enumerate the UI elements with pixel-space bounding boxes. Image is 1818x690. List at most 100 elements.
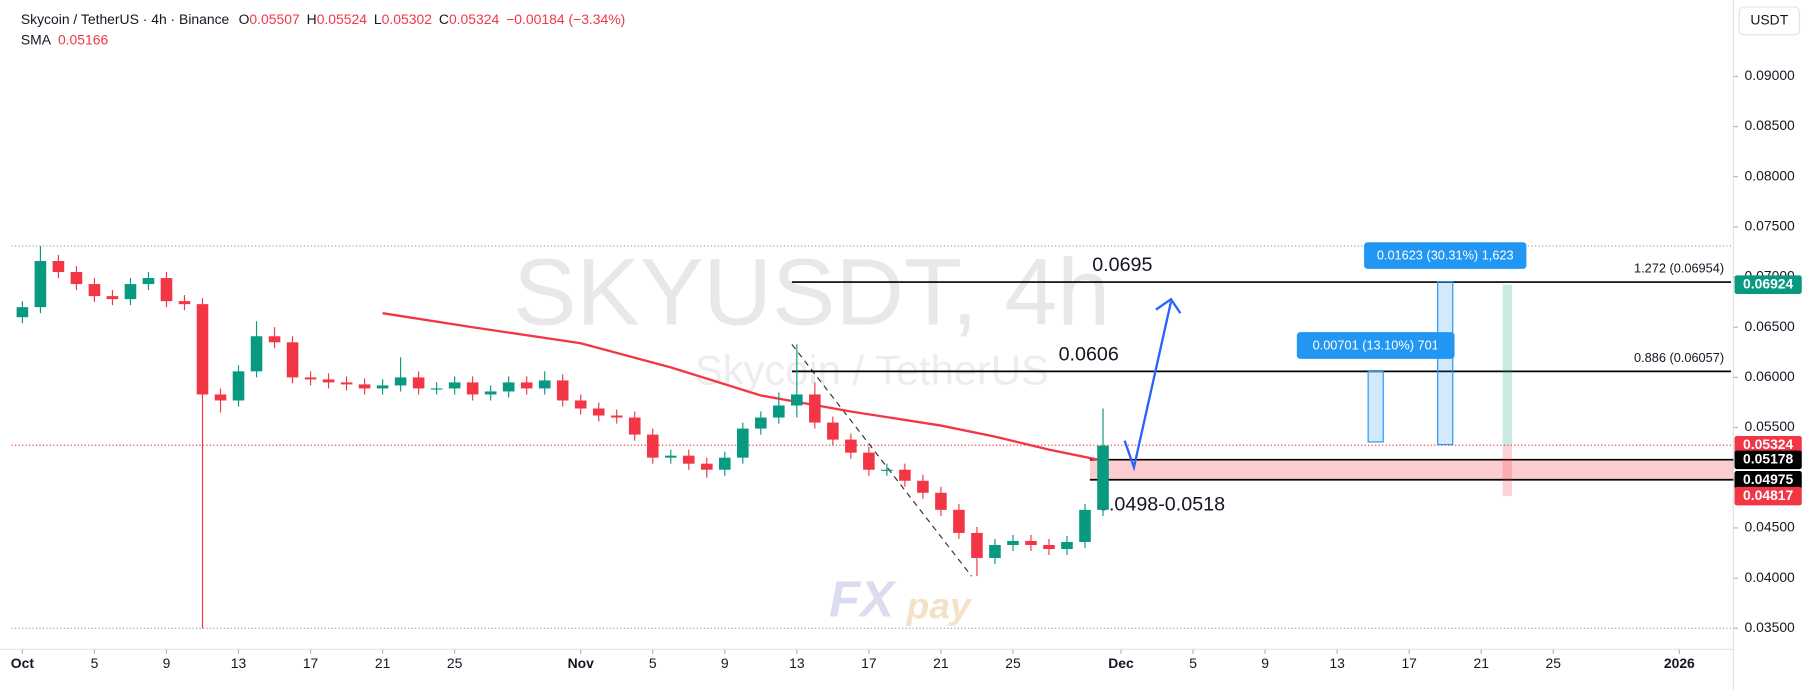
price-tag — [1734, 486, 1802, 506]
level-label: 0.0606 — [1059, 343, 1119, 365]
candle-body — [1079, 509, 1091, 542]
x-tick-label: Oct — [11, 655, 35, 671]
candle-body — [340, 382, 353, 385]
candle-body — [700, 463, 713, 470]
x-tick-label: 25 — [1005, 655, 1021, 671]
plot-layer: 0.035000.040000.045000.050000.055000.060… — [11, 67, 1795, 671]
x-tick-label: 21 — [375, 655, 391, 671]
candle-body — [935, 492, 947, 510]
y-tick-label: 0.05500 — [1745, 418, 1796, 434]
candle-body — [448, 382, 461, 389]
y-tick-label: 0.04500 — [1745, 519, 1796, 535]
level-label: 0.0695 — [1092, 254, 1152, 276]
candle-body — [52, 260, 65, 273]
candle-body — [1007, 540, 1019, 545]
watermark-sub: Skycoin / TetherUS — [695, 346, 1049, 393]
x-tick-label: 9 — [163, 655, 171, 671]
candle-body — [16, 307, 29, 318]
x-tick-label: Nov — [568, 655, 595, 671]
candle-body — [574, 400, 587, 409]
candle-body — [178, 301, 191, 305]
price-tag-label: 0.04817 — [1743, 487, 1794, 503]
measure-bar — [1367, 370, 1384, 443]
h-value: 0.05524 — [317, 10, 368, 26]
candle-body — [628, 417, 641, 435]
candle-body — [484, 391, 497, 395]
position-loss — [1502, 445, 1512, 497]
watermark: SKYUSDT, 4h — [513, 239, 1110, 345]
candle-body — [196, 304, 209, 395]
x-tick-label: 9 — [1261, 655, 1269, 671]
x-tick-label: 5 — [649, 655, 657, 671]
price-tag-label: 0.04975 — [1743, 471, 1794, 487]
x-tick-label: 21 — [933, 655, 949, 671]
candle-body — [70, 272, 83, 285]
candle-body — [556, 380, 569, 401]
candle-body — [863, 452, 875, 470]
price-tag — [1734, 275, 1802, 294]
candle-body — [682, 455, 695, 464]
symbol: Skycoin / TetherUS · 4h · Binance — [21, 10, 230, 26]
price-tag-label: 0.06924 — [1743, 275, 1794, 291]
sma-line: SMA 0.05166 — [21, 31, 109, 47]
sma-value: 0.05166 — [58, 31, 109, 47]
candle-body — [394, 377, 407, 386]
candle-body — [1025, 540, 1037, 545]
y-tick-label: 0.09000 — [1745, 67, 1796, 83]
l-value: 0.05302 — [382, 10, 433, 26]
c-value: 0.05324 — [449, 10, 500, 26]
currency: USDT — [1750, 12, 1788, 28]
candle-body — [430, 388, 443, 390]
l-label: L — [374, 10, 382, 26]
x-tick-label: 25 — [1546, 655, 1562, 671]
price-tag-label: 0.05324 — [1743, 436, 1794, 452]
x-tick-label: 17 — [861, 655, 877, 671]
candle-body — [322, 379, 335, 383]
currency-box[interactable] — [1738, 6, 1801, 36]
y-tick-label: 0.06000 — [1745, 368, 1796, 384]
candle-body — [412, 377, 425, 389]
candle-body — [268, 336, 281, 343]
x-tick-label: 17 — [303, 655, 319, 671]
x-tick-label: Dec — [1108, 655, 1134, 671]
x-tick-label: 9 — [721, 655, 729, 671]
y-tick-label: 0.03500 — [1745, 619, 1796, 635]
candle-body — [538, 380, 551, 389]
fib-label: 0.886 (0.06057) — [1634, 350, 1724, 365]
measure-box — [1364, 242, 1527, 269]
candle-body — [142, 278, 155, 285]
candle-body — [899, 469, 911, 481]
logo-fx: FX — [829, 570, 897, 627]
candle-body — [160, 278, 173, 302]
candle-body — [881, 469, 893, 471]
position-profit — [1502, 284, 1512, 446]
candle-body — [646, 434, 659, 458]
candle-body — [214, 394, 227, 401]
candle-body — [664, 455, 677, 458]
candle-body — [827, 422, 839, 440]
candle-body — [304, 377, 317, 380]
measure-box — [1296, 332, 1455, 359]
candle-body — [1043, 544, 1055, 549]
zone — [1089, 459, 1734, 480]
trend-line — [791, 344, 973, 577]
candle-body — [809, 394, 821, 423]
candle-body — [466, 382, 479, 395]
x-tick-label: 13 — [789, 655, 805, 671]
candle-body — [1097, 445, 1109, 510]
path-arrow — [1123, 301, 1173, 472]
price-tag — [1734, 450, 1802, 470]
candle-body — [989, 544, 1001, 559]
h-label: H — [307, 10, 317, 26]
x-tick-label: 5 — [91, 655, 99, 671]
measure-label: 0.01623 (30.31%) 1,623 — [1377, 248, 1514, 263]
candle-body — [917, 480, 929, 493]
o-label: O — [239, 10, 250, 26]
price-tag — [1734, 435, 1802, 455]
candle-body — [376, 385, 389, 389]
sma-label: SMA — [21, 31, 52, 47]
x-tick-label: 21 — [1473, 655, 1489, 671]
candle-body — [520, 382, 533, 389]
